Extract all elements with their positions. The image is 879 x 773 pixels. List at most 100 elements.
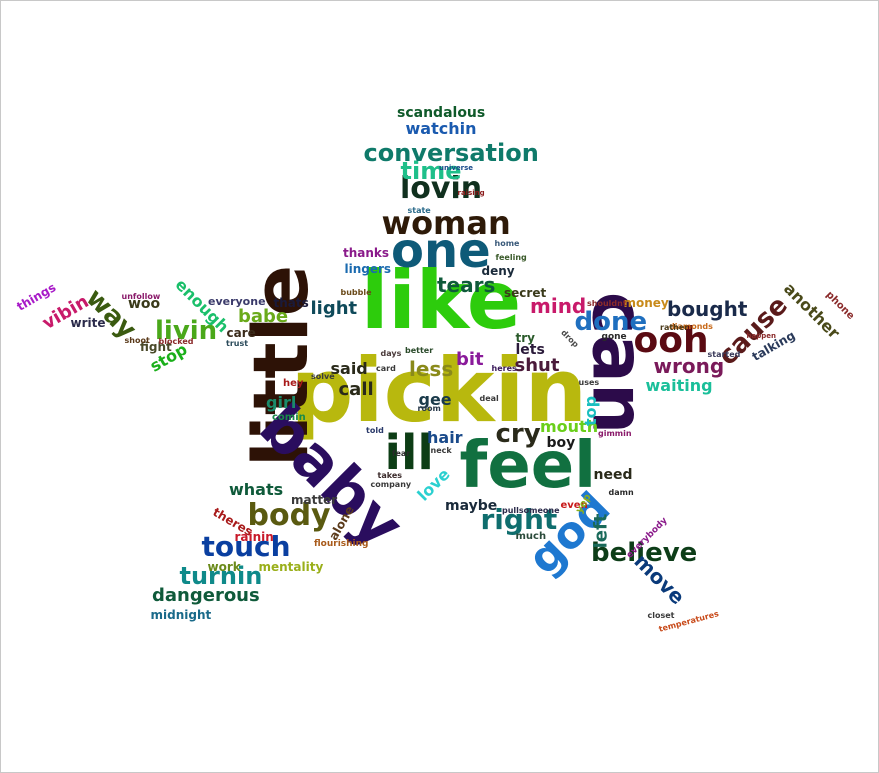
cloud-word: waiting — [645, 376, 713, 395]
cloud-word: mind — [530, 294, 587, 318]
cloud-word: light — [310, 298, 358, 319]
cloud-word: state — [407, 206, 431, 215]
cloud-word: flourishing — [314, 538, 369, 549]
cloud-word: wrong — [653, 354, 725, 378]
cloud-word: girl — [266, 393, 297, 412]
cloud-word: top — [581, 395, 601, 427]
cloud-word: scandalous — [397, 105, 486, 121]
cloud-word: uses — [578, 378, 600, 387]
cloud-word: mouth — [540, 417, 599, 436]
cloud-word: shut — [514, 355, 560, 376]
cloud-word: bit — [456, 349, 484, 370]
cloud-word: try — [515, 331, 535, 345]
cloud-word: room — [417, 404, 441, 413]
cloud-word: watchin — [405, 119, 477, 138]
cloud-word: matter — [291, 493, 338, 507]
cloud-word: work — [207, 560, 241, 574]
cloud-word: blocked — [158, 337, 194, 346]
cloud-word: thanks — [343, 246, 390, 260]
cloud-word: everyone — [208, 294, 266, 308]
cloud-word: started — [707, 350, 741, 359]
cloud-word: deal — [479, 394, 499, 403]
cloud-word: one — [391, 223, 491, 279]
cloud-word: tears — [437, 273, 496, 297]
cloud-word: company — [370, 480, 412, 489]
cloud-word: body — [247, 498, 331, 533]
cloud-word: rainin — [234, 530, 274, 544]
cloud-word: lovin — [400, 171, 483, 206]
cloud-word: shouldnt — [587, 299, 627, 308]
cloud-word: ooh — [633, 320, 709, 361]
cloud-word: even — [560, 500, 588, 511]
cloud-word: babe — [238, 306, 289, 327]
cloud-word: deny — [481, 264, 515, 278]
cloud-word: shoot — [124, 336, 150, 345]
cloud-word: gone — [601, 331, 627, 342]
cloud-word: gimmin — [598, 429, 632, 438]
cloud-word: turnin — [179, 562, 263, 590]
cloud-word: takes — [377, 471, 403, 480]
cloud-word: bubble — [340, 288, 372, 297]
cloud-word: conversation — [363, 139, 539, 167]
cloud-word: feel — [459, 429, 597, 503]
cloud-word: write — [70, 316, 106, 330]
cloud-word: left — [589, 513, 611, 549]
cloud-word: touch — [201, 530, 291, 563]
cloud-word: lets — [515, 342, 545, 358]
cloud-word: whats — [229, 480, 284, 499]
cloud-word: thats — [273, 296, 309, 310]
cloud-word: bought — [667, 297, 748, 321]
cloud-word: trust — [226, 339, 249, 348]
cloud-word: like — [361, 254, 522, 347]
cloud-word: maybe — [445, 498, 498, 514]
cloud-word: heres — [491, 364, 517, 373]
cloud-word: damn — [608, 488, 634, 497]
cloud-word: hey — [283, 378, 304, 389]
cloud-word: woo — [128, 296, 161, 312]
cloud-word: care — [226, 326, 256, 340]
cloud-word: told — [366, 426, 384, 435]
cloud-word: comin — [272, 412, 306, 423]
cloud-word: happen — [746, 331, 776, 340]
cloud-word: better — [405, 346, 434, 355]
cloud-word: right — [480, 503, 558, 536]
cloud-word: neck — [430, 446, 452, 455]
cloud-word: mentality — [258, 560, 324, 574]
cloud-word: fight — [140, 340, 172, 354]
cloud-word: closet — [647, 611, 675, 620]
cloud-word: fear — [392, 449, 411, 458]
cloud-word: lingers — [344, 262, 392, 276]
cloud-word: days — [380, 349, 402, 358]
cloud-word: dangerous — [152, 585, 260, 606]
cloud-word: much — [515, 531, 547, 542]
cloud-word: diamonds — [669, 322, 713, 331]
cloud-word: pullsomeone — [502, 506, 560, 515]
cloud-word: pickin — [290, 339, 588, 442]
cloud-word: solve — [311, 372, 335, 381]
cloud-word: livin — [155, 316, 218, 346]
cloud-word: believe — [591, 538, 698, 568]
cloud-word: rather — [660, 323, 689, 332]
cloud-word: gee — [418, 390, 452, 409]
cloud-word: midnight — [150, 608, 212, 622]
cloud-word: card — [376, 364, 396, 373]
cloud-word: woman — [381, 204, 511, 242]
cloud-word: feeling — [495, 253, 527, 262]
cloud-word: universe — [439, 163, 474, 172]
cloud-word: home — [494, 239, 520, 248]
cloud-word: done — [574, 307, 648, 337]
cloud-word: time — [400, 157, 462, 185]
cloud-word: boy — [546, 435, 576, 451]
cloud-word: call — [338, 379, 374, 400]
cloud-word: hair — [427, 428, 463, 447]
cloud-word: ill — [384, 425, 434, 481]
cloud-word: money — [623, 296, 669, 310]
cloud-word: secret — [504, 286, 547, 300]
cloud-word: cry — [495, 419, 541, 449]
cloud-word: said — [330, 359, 368, 378]
cloud-word: less — [409, 357, 454, 381]
cloud-word: raising — [457, 188, 485, 197]
cloud-word: need — [593, 467, 633, 483]
